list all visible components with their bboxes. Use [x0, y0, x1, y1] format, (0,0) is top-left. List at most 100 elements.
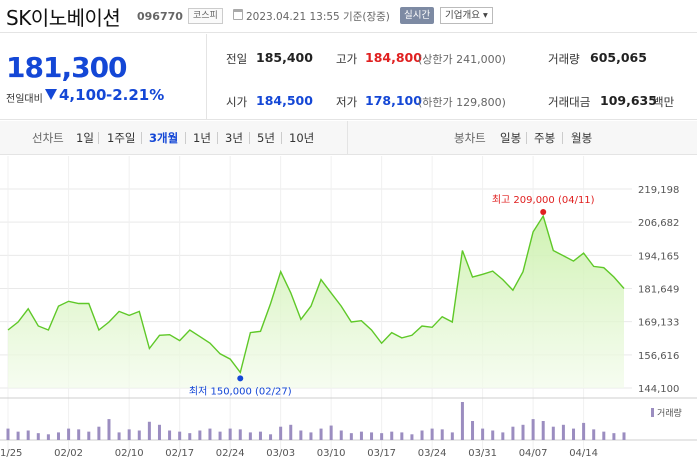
volume-bar	[602, 431, 606, 440]
volume-bar	[471, 421, 475, 440]
x-tick-label: 03/31	[468, 448, 497, 459]
volume-bar	[238, 429, 242, 440]
volume-bar	[380, 433, 384, 440]
volume-bar	[339, 430, 343, 440]
price-line	[7, 214, 625, 374]
tab-divider	[141, 132, 142, 144]
volume-bar	[521, 424, 525, 440]
volume-bar	[137, 430, 141, 440]
x-tick-label: 02/24	[216, 448, 245, 459]
candle-chart-title: 봉차트	[454, 131, 486, 145]
volume-bar	[6, 428, 10, 440]
tab-10y[interactable]: 10년	[289, 131, 315, 145]
x-tick-label: 04/14	[569, 448, 598, 459]
tab-1w[interactable]: 1주일	[107, 131, 136, 145]
high-marker	[540, 209, 547, 216]
volume-bar	[36, 433, 40, 440]
tab-divider	[526, 132, 527, 144]
volume-bar	[16, 431, 20, 440]
low-label: 저가	[336, 95, 358, 109]
x-tick-label: 01/25	[0, 448, 22, 459]
amount-label: 거래대금	[548, 95, 591, 109]
x-tick-label: 03/10	[317, 448, 346, 459]
x-tick-label: 02/10	[115, 448, 144, 459]
tab-monthly[interactable]: 월봉	[571, 131, 593, 145]
volume-bar	[107, 419, 111, 440]
prev-close-value: 185,400	[256, 50, 313, 65]
volume-value: 605,065	[590, 50, 647, 65]
divider	[347, 121, 348, 155]
volume-bar	[127, 429, 131, 440]
volume-bar	[481, 428, 485, 440]
volume-bar	[87, 431, 91, 440]
tab-daily[interactable]: 일봉	[500, 131, 522, 145]
tab-3y[interactable]: 3년	[225, 131, 243, 145]
y-tick-label: 181,649	[638, 285, 679, 296]
volume-bar	[319, 428, 323, 440]
open-label: 시가	[226, 95, 248, 109]
tab-divider	[217, 132, 218, 144]
stock-name: SK이노베이션	[6, 6, 121, 30]
upper-limit: (상한가 241,000)	[418, 53, 506, 66]
change-label: 전일대비	[6, 94, 43, 105]
volume-legend-swatch	[651, 408, 654, 417]
volume-bar	[97, 426, 101, 440]
volume-bar	[157, 424, 161, 440]
tab-divider	[281, 132, 282, 144]
volume-bar	[329, 425, 333, 440]
x-tick-label: 03/17	[367, 448, 396, 459]
price-summary: 181,300 전일대비 4,100 -2.21% 전일 185,400 고가 …	[0, 34, 697, 120]
tab-3m[interactable]: 3개월	[149, 131, 179, 145]
tab-weekly[interactable]: 주봉	[534, 131, 556, 145]
volume-bar	[218, 431, 222, 440]
tab-divider	[562, 132, 563, 144]
current-price: 181,300	[6, 51, 128, 84]
volume-bar	[349, 433, 353, 440]
volume-bar	[46, 434, 50, 440]
volume-bar	[561, 424, 565, 440]
volume-bar	[248, 432, 252, 440]
tab-divider	[249, 132, 250, 144]
volume-bar	[450, 432, 454, 440]
x-tick-label: 03/24	[418, 448, 447, 459]
change-rate: -2.21%	[106, 86, 165, 104]
stock-header: SK이노베이션 096770 코스피 2023.04.21 13:55 기준(장…	[0, 0, 697, 33]
company-info-dropdown[interactable]: 기업개요 ▾	[440, 7, 493, 24]
volume-bar	[460, 402, 464, 440]
volume-bar	[440, 429, 444, 440]
volume-bar	[289, 424, 293, 440]
price-area	[8, 216, 624, 388]
volume-bar	[390, 431, 394, 440]
realtime-button[interactable]: 실시간	[400, 7, 435, 24]
prev-close-label: 전일	[226, 52, 248, 66]
volume-bar	[491, 430, 495, 440]
volume-bar	[188, 433, 192, 440]
y-tick-label: 156,616	[638, 351, 679, 362]
y-tick-label: 194,165	[638, 251, 679, 262]
volume-bar	[26, 430, 30, 440]
amount-unit: 백만	[653, 95, 675, 109]
volume-legend-label: 거래량	[657, 407, 682, 419]
y-tick-label: 169,133	[638, 318, 679, 329]
volume-bar	[299, 430, 303, 440]
volume-bar	[410, 434, 414, 440]
down-arrow-icon	[45, 89, 57, 100]
open-value: 184,500	[256, 93, 313, 108]
y-tick-label: 206,682	[638, 218, 679, 229]
tab-1d[interactable]: 1일	[76, 131, 94, 145]
as-of-date: 2023.04.21 13:55 기준(장중)	[246, 11, 390, 23]
tab-5y[interactable]: 5년	[257, 131, 275, 145]
x-tick-label: 02/02	[54, 448, 83, 459]
volume-bar	[622, 432, 626, 440]
high-annotation: 최고 209,000 (04/11)	[492, 194, 595, 206]
chart-period-tabs: 선차트 1일 1주일 3개월 1년 3년 5년 10년 봉차트 일봉 주봉 월봉	[0, 121, 697, 155]
change-value: 4,100	[59, 86, 107, 104]
volume-bar	[178, 431, 182, 440]
volume-bar	[228, 428, 232, 440]
volume-bar	[279, 426, 283, 440]
tab-1y[interactable]: 1년	[193, 131, 211, 145]
volume-bar	[572, 428, 576, 440]
volume-bar	[309, 432, 313, 440]
high-label: 고가	[336, 52, 358, 66]
amount-value: 109,635	[600, 93, 657, 108]
